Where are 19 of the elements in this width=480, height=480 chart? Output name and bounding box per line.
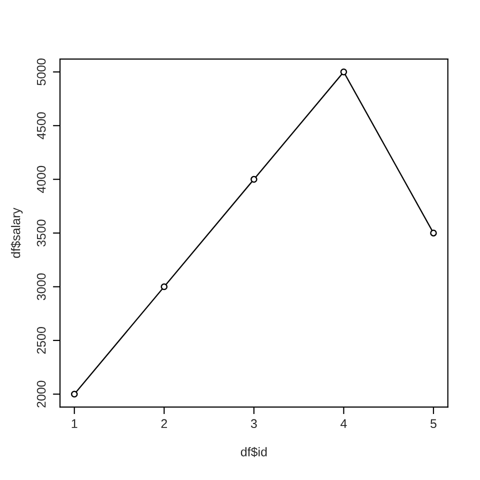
y-tick-label: 3500	[36, 220, 46, 246]
y-tick-label: 4500	[36, 112, 46, 140]
point	[250, 176, 258, 183]
x-tick-label: 5	[430, 419, 436, 428]
y-tick-label: 3000	[36, 273, 46, 300]
point	[430, 230, 437, 236]
x-axis-title: df$id	[240, 446, 267, 458]
point	[340, 68, 348, 76]
point	[160, 283, 168, 290]
point	[70, 390, 78, 398]
x-tick-label: 3	[250, 419, 257, 428]
y-tick-label: 2500	[36, 327, 46, 354]
x-tick-label: 2	[161, 419, 167, 428]
x-tick-label: 4	[340, 419, 347, 428]
y-tick-label: 5000	[36, 58, 46, 86]
y-tick-label: 2000	[36, 380, 46, 408]
x-tick-label: 1	[72, 419, 78, 428]
y-tick-label: 4000	[36, 166, 46, 193]
y-axis-title: df$salary	[10, 208, 23, 258]
